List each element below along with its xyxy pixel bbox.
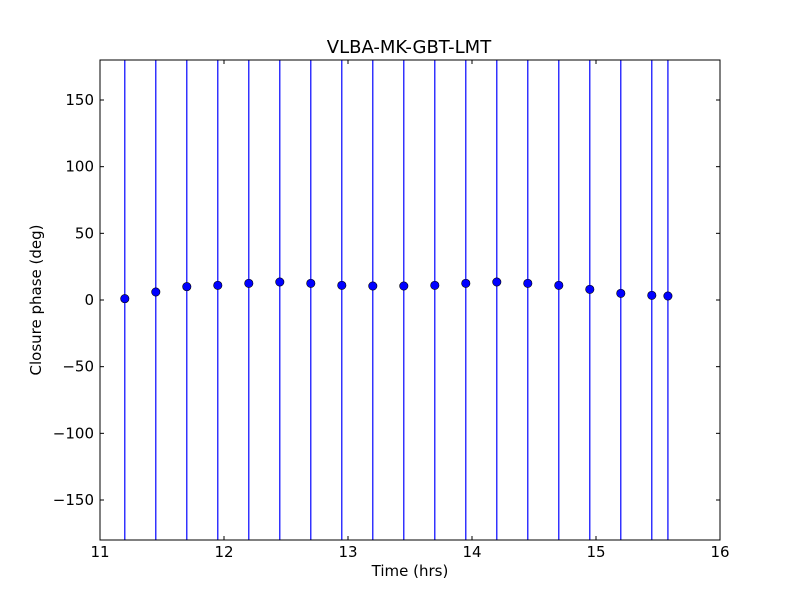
chart-title: VLBA-MK-GBT-LMT	[327, 37, 492, 58]
x-tick-label: 16	[710, 543, 729, 561]
data-point	[492, 277, 502, 287]
data-point	[275, 277, 285, 287]
data-point	[244, 278, 254, 288]
error-bars	[124, 60, 669, 540]
y-tick-label: −150	[53, 491, 94, 509]
plot-area	[100, 60, 720, 540]
data-point	[585, 284, 595, 294]
data-point	[616, 288, 626, 298]
y-tick-label: −50	[62, 358, 94, 376]
data-point	[554, 280, 564, 290]
x-tick-label: 11	[90, 543, 109, 561]
data-point	[430, 280, 440, 290]
y-tick-label: 50	[75, 224, 94, 242]
y-tick-label: 150	[65, 91, 94, 109]
data-point	[337, 280, 347, 290]
y-axis-label: Closure phase (deg)	[27, 225, 45, 376]
data-point	[663, 291, 673, 301]
x-axis-label: Time (hrs)	[371, 562, 449, 580]
data-point	[368, 281, 378, 291]
data-point	[151, 287, 161, 297]
y-tick-label: 0	[84, 291, 94, 309]
data-point	[213, 280, 223, 290]
x-tick-label: 13	[338, 543, 357, 561]
x-tick-label: 15	[586, 543, 605, 561]
x-tick-label: 14	[462, 543, 481, 561]
x-tick-label: 12	[214, 543, 233, 561]
data-point	[120, 294, 130, 304]
data-point	[399, 281, 409, 291]
y-tick-label: −100	[53, 424, 94, 442]
y-axis-ticks: 150 100 50 0 −50 −100 −150	[53, 91, 720, 509]
data-points	[120, 277, 673, 304]
data-point	[523, 278, 533, 288]
y-tick-label: 100	[65, 158, 94, 176]
data-point	[182, 282, 192, 292]
data-point	[461, 278, 471, 288]
data-point	[306, 278, 316, 288]
x-axis-ticks: 11 12 13 14 15 16	[90, 60, 730, 561]
data-point	[647, 290, 657, 300]
